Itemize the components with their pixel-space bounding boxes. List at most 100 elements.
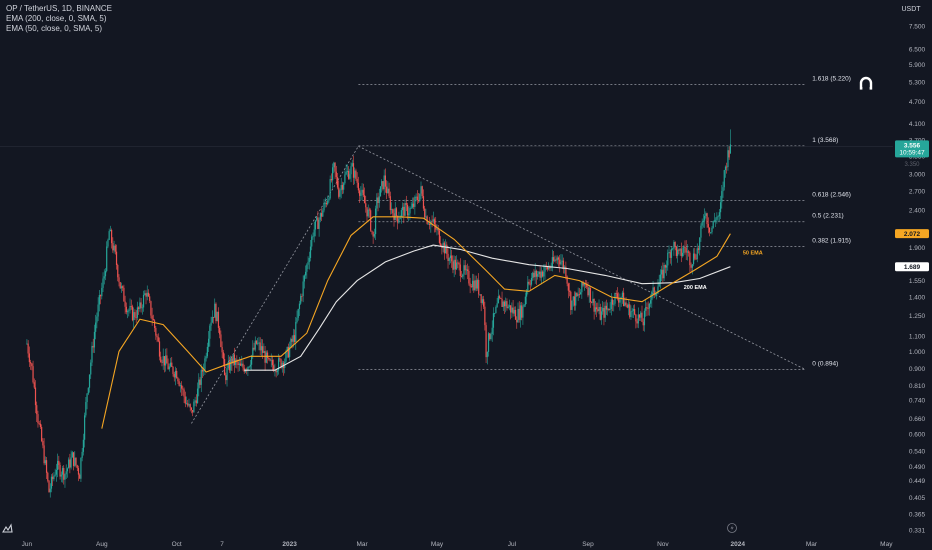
candle-body[interactable] (680, 248, 682, 257)
candle-body[interactable] (658, 282, 660, 287)
candle-body[interactable] (689, 252, 691, 266)
candle-body[interactable] (130, 305, 132, 307)
candle-body[interactable] (293, 335, 296, 342)
candle-body[interactable] (608, 308, 610, 310)
candle-body[interactable] (276, 370, 278, 373)
candle-body[interactable] (49, 488, 51, 493)
candle-body[interactable] (388, 188, 390, 197)
candle-body[interactable] (55, 469, 57, 475)
candle-body[interactable] (480, 294, 482, 303)
candle-body[interactable] (679, 248, 681, 251)
candle-body[interactable] (708, 227, 711, 233)
candle-body[interactable] (111, 229, 113, 244)
candle-body[interactable] (491, 327, 493, 334)
candle-body[interactable] (95, 322, 97, 332)
candle-body[interactable] (196, 388, 199, 404)
candle-body[interactable] (485, 325, 487, 358)
candle-body[interactable] (26, 343, 28, 345)
candle-body[interactable] (328, 198, 330, 201)
candle-body[interactable] (710, 232, 712, 234)
candle-body[interactable] (74, 457, 76, 466)
candle-body[interactable] (550, 267, 552, 269)
candle-body[interactable] (382, 181, 384, 190)
candle-body[interactable] (436, 228, 438, 230)
candle-body[interactable] (413, 203, 415, 207)
candle-body[interactable] (79, 474, 81, 479)
candle-body[interactable] (252, 347, 254, 356)
candle-body[interactable] (266, 352, 269, 359)
candle-body[interactable] (345, 171, 347, 175)
candle-body[interactable] (395, 208, 398, 216)
candle-body[interactable] (419, 193, 421, 202)
candle-body[interactable] (28, 353, 30, 363)
candle-body[interactable] (386, 186, 388, 194)
candle-body[interactable] (554, 259, 556, 262)
candle-body[interactable] (381, 181, 383, 187)
candle-body[interactable] (314, 220, 317, 230)
candle-body[interactable] (139, 302, 141, 310)
candle-body[interactable] (610, 299, 612, 309)
candle-body[interactable] (473, 280, 475, 291)
candle-body[interactable] (178, 381, 180, 386)
candle-body[interactable] (630, 311, 632, 318)
candle-body[interactable] (695, 258, 697, 260)
candle-body[interactable] (467, 269, 469, 272)
candle-body[interactable] (165, 355, 167, 366)
candle-body[interactable] (603, 307, 605, 318)
candle-body[interactable] (641, 312, 643, 322)
candle-body[interactable] (544, 265, 546, 272)
candle-body[interactable] (128, 310, 130, 312)
candle-body[interactable] (595, 307, 598, 310)
candle-body[interactable] (642, 321, 644, 326)
candle-body[interactable] (258, 342, 260, 344)
candle-body[interactable] (662, 269, 664, 279)
candle-body[interactable] (152, 319, 154, 321)
candle-body[interactable] (210, 322, 212, 326)
candle-body[interactable] (38, 423, 40, 424)
candle-body[interactable] (415, 196, 417, 198)
candle-body[interactable] (602, 307, 604, 312)
candle-body[interactable] (97, 304, 99, 317)
candle-body[interactable] (193, 401, 195, 413)
ema200-line[interactable] (244, 244, 731, 371)
candle-body[interactable] (404, 203, 406, 216)
candle-body[interactable] (471, 280, 474, 288)
candle-body[interactable] (77, 468, 80, 475)
candle-body[interactable] (697, 248, 700, 250)
candle-body[interactable] (521, 305, 523, 318)
candle-body[interactable] (621, 292, 623, 298)
candle-body[interactable] (167, 363, 169, 370)
candle-body[interactable] (571, 300, 573, 310)
candle-body[interactable] (161, 362, 163, 363)
candle-body[interactable] (255, 340, 258, 344)
candle-body[interactable] (320, 213, 323, 217)
candle-body[interactable] (301, 296, 303, 297)
candle-body[interactable] (68, 459, 70, 469)
candle-body[interactable] (414, 196, 416, 207)
candle-body[interactable] (187, 403, 189, 406)
candle-body[interactable] (47, 472, 49, 481)
candle-body[interactable] (156, 335, 158, 338)
candle-body[interactable] (429, 223, 431, 226)
candle-body[interactable] (359, 190, 361, 196)
candle-body[interactable] (36, 405, 38, 415)
candle-body[interactable] (216, 311, 218, 322)
candle-body[interactable] (232, 354, 234, 364)
candle-body[interactable] (297, 308, 299, 318)
candle-body[interactable] (518, 308, 520, 320)
candle-body[interactable] (124, 301, 126, 307)
candle-body[interactable] (534, 270, 536, 278)
candle-body[interactable] (594, 307, 596, 312)
candle-body[interactable] (281, 362, 283, 368)
candle-body[interactable] (597, 309, 599, 312)
candle-body[interactable] (469, 283, 471, 287)
candle-body[interactable] (279, 358, 281, 360)
candle-body[interactable] (711, 227, 713, 233)
candle-body[interactable] (468, 271, 470, 284)
candle-body[interactable] (319, 213, 321, 220)
candle-body[interactable] (201, 369, 204, 372)
candle-body[interactable] (460, 276, 463, 277)
candle-body[interactable] (713, 220, 716, 222)
candle-body[interactable] (271, 359, 274, 366)
